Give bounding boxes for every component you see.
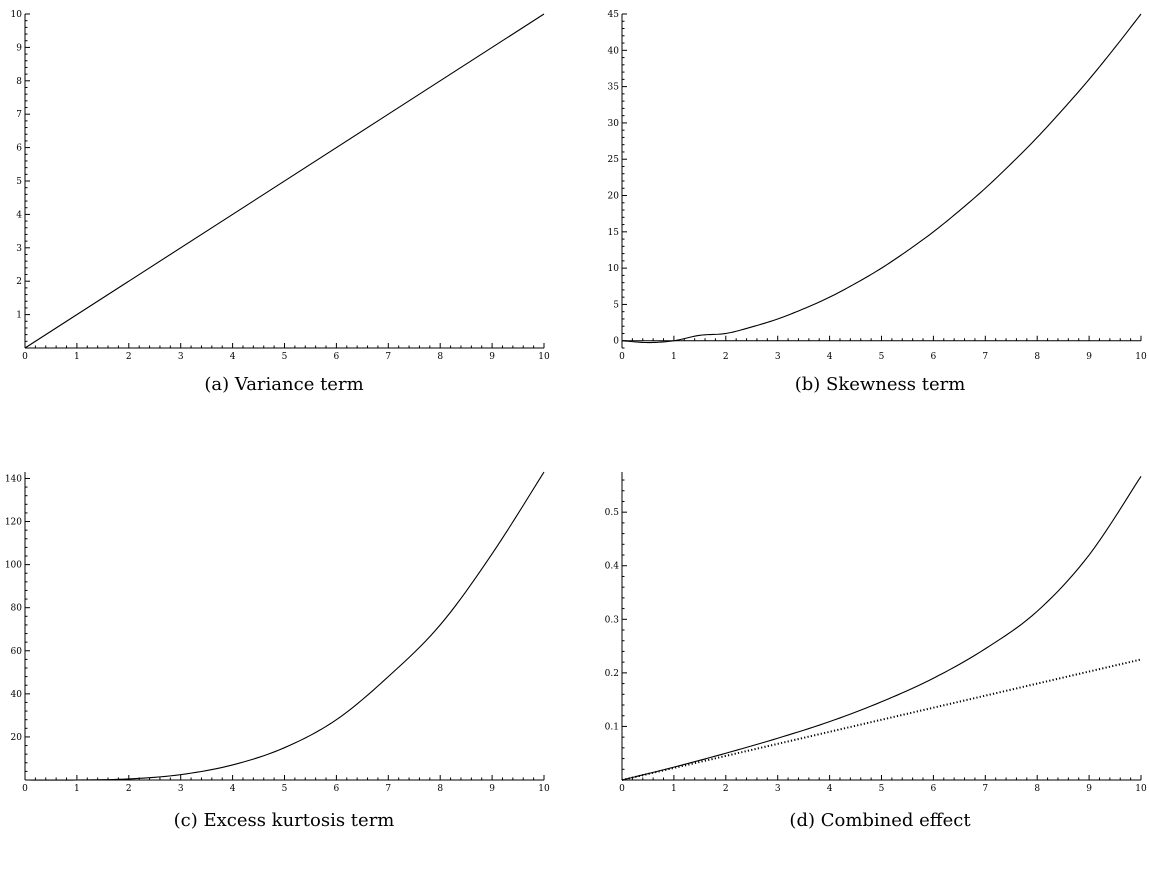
x-tick-label: 7 xyxy=(982,784,988,794)
x-tick-label: 6 xyxy=(334,352,340,362)
x-tick-label: 2 xyxy=(723,784,729,794)
x-tick-label: 8 xyxy=(437,352,443,362)
x-tick-label: 3 xyxy=(775,352,781,362)
y-tick-label: 45 xyxy=(608,10,620,20)
y-tick-label: 0 xyxy=(613,337,619,347)
x-tick-label: 2 xyxy=(126,784,132,794)
x-tick-label: 8 xyxy=(1034,352,1040,362)
x-tick-label: 10 xyxy=(538,784,550,794)
y-tick-label: 8 xyxy=(16,77,22,87)
x-tick-label: 8 xyxy=(1034,784,1040,794)
y-tick-label: 35 xyxy=(608,83,620,93)
y-tick-label: 0.1 xyxy=(605,722,619,732)
x-tick-label: 10 xyxy=(1135,784,1147,794)
y-tick-label: 40 xyxy=(608,46,620,56)
y-tick-label: 2 xyxy=(16,277,22,287)
caption-variance-term: (a) Variance term xyxy=(204,374,363,395)
y-tick-label: 9 xyxy=(16,43,22,53)
y-tick-label: 0.4 xyxy=(605,562,620,572)
y-tick-label: 25 xyxy=(608,155,620,165)
x-tick-label: 9 xyxy=(489,784,495,794)
y-tick-label: 60 xyxy=(11,647,23,657)
x-tick-label: 1 xyxy=(74,784,80,794)
caption-skewness-term: (b) Skewness term xyxy=(795,374,966,395)
x-tick-label: 4 xyxy=(827,352,833,362)
y-tick-label: 5 xyxy=(613,300,619,310)
y-tick-label: 80 xyxy=(11,604,23,614)
x-tick-label: 9 xyxy=(489,352,495,362)
x-tick-label: 7 xyxy=(982,352,988,362)
x-tick-label: 3 xyxy=(178,352,184,362)
y-tick-label: 0.5 xyxy=(605,508,620,518)
y-tick-label: 140 xyxy=(5,474,22,484)
y-tick-label: 20 xyxy=(11,733,23,743)
x-tick-label: 2 xyxy=(126,352,132,362)
x-tick-label: 0 xyxy=(619,784,625,794)
x-tick-label: 1 xyxy=(74,352,80,362)
x-tick-label: 0 xyxy=(22,352,28,362)
x-tick-label: 6 xyxy=(931,784,937,794)
caption-combined-effect: (d) Combined effect xyxy=(789,810,971,831)
y-tick-label: 0.3 xyxy=(605,615,620,625)
x-tick-label: 3 xyxy=(775,784,781,794)
x-tick-label: 4 xyxy=(827,784,833,794)
x-tick-label: 2 xyxy=(723,352,729,362)
x-tick-label: 5 xyxy=(879,784,885,794)
x-tick-label: 5 xyxy=(282,352,288,362)
x-tick-label: 4 xyxy=(230,352,236,362)
panel-a-variance-term: 0 1 2 3 4 5 6 7 8 9 10 1 2 3 4 5 6 7 8 9 10 (a) Variance term xyxy=(11,10,550,395)
y-tick-label: 10 xyxy=(608,264,620,274)
series-line-dotted xyxy=(621,658,1142,781)
x-tick-label: 8 xyxy=(437,784,443,794)
y-tick-label: 20 xyxy=(608,192,620,202)
x-tick-label: 4 xyxy=(230,784,236,794)
y-tick-label: 120 xyxy=(5,518,22,528)
caption-excess-kurtosis-term: (c) Excess kurtosis term xyxy=(174,810,395,831)
y-tick-label: 30 xyxy=(608,119,620,129)
y-tick-label: 10 xyxy=(11,10,23,20)
y-tick-label: 40 xyxy=(11,690,23,700)
x-tick-label: 7 xyxy=(385,352,391,362)
y-tick-label: 0.2 xyxy=(605,669,619,679)
y-tick-label: 7 xyxy=(16,110,22,120)
x-tick-label: 10 xyxy=(1135,352,1147,362)
series-line xyxy=(24,13,545,349)
x-tick-label: 10 xyxy=(538,352,550,362)
series-line xyxy=(621,13,1142,344)
y-tick-label: 5 xyxy=(16,177,22,187)
x-tick-label: 1 xyxy=(671,784,677,794)
x-tick-label: 0 xyxy=(619,352,625,362)
y-tick-label: 3 xyxy=(16,244,22,254)
y-tick-label: 15 xyxy=(608,228,620,238)
series-line xyxy=(621,475,1142,781)
x-tick-label: 3 xyxy=(178,784,184,794)
y-tick-label: 6 xyxy=(16,144,22,154)
x-tick-label: 6 xyxy=(931,352,937,362)
x-tick-label: 5 xyxy=(879,352,885,362)
panel-c-excess-kurtosis-term: 0 1 2 3 4 5 6 7 8 9 10 20 40 60 80 100 120 140 (c) Excess … xyxy=(5,471,550,831)
y-tick-label: 1 xyxy=(16,311,22,321)
x-tick-label: 0 xyxy=(22,784,28,794)
x-tick-label: 9 xyxy=(1086,784,1092,794)
x-tick-label: 9 xyxy=(1086,352,1092,362)
series-line xyxy=(25,471,545,781)
x-tick-label: 1 xyxy=(671,352,677,362)
panel-d-combined-effect: 0 1 2 3 4 5 6 7 8 9 10 0.1 0.2 0.3 0.4 0.5 (d) Combined … xyxy=(605,472,1147,831)
x-tick-label: 6 xyxy=(334,784,340,794)
x-tick-label: 5 xyxy=(282,784,288,794)
y-tick-label: 100 xyxy=(5,561,22,571)
y-tick-label: 4 xyxy=(16,210,22,220)
x-tick-label: 7 xyxy=(385,784,391,794)
